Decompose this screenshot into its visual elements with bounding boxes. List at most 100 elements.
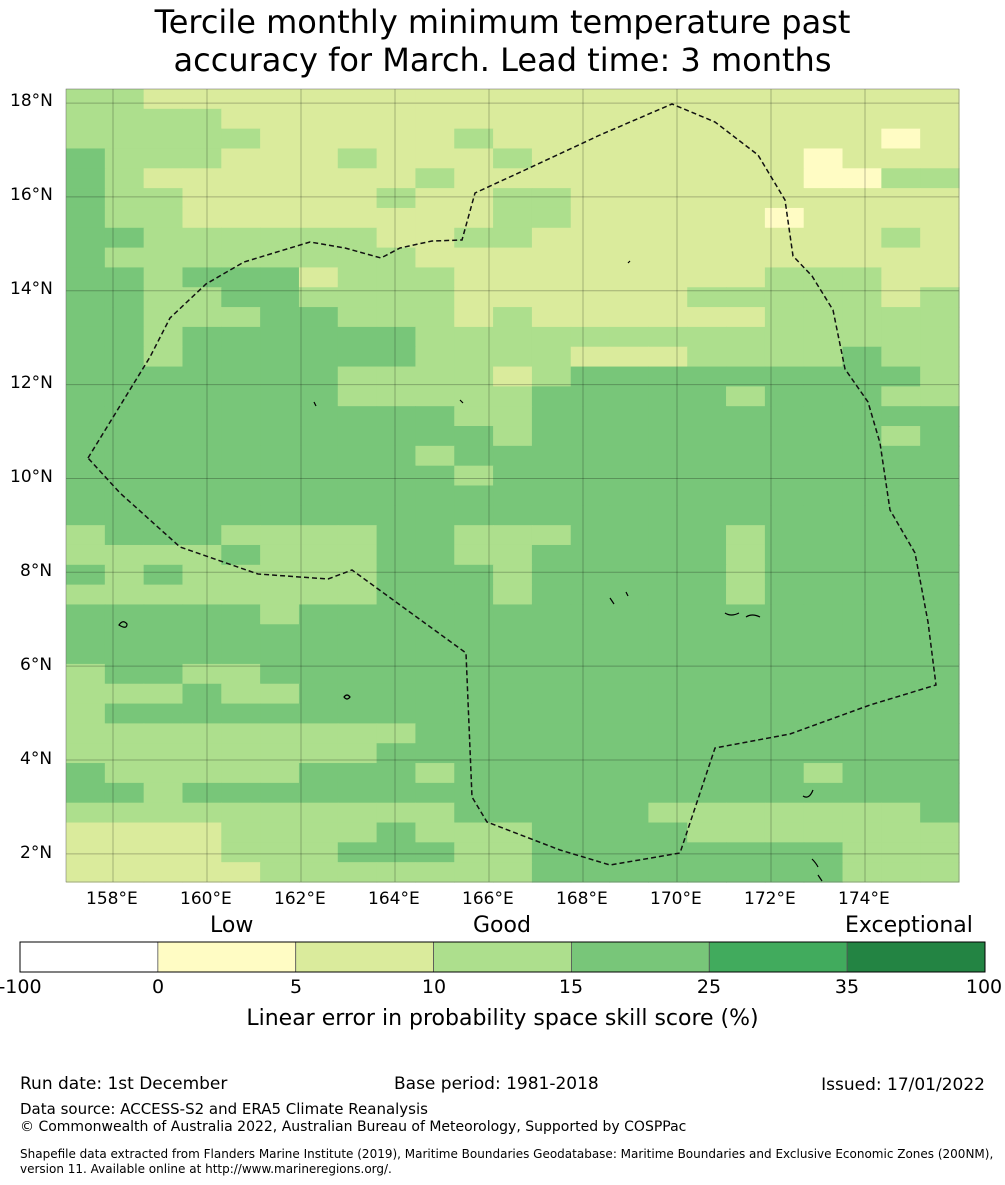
grid-cell <box>221 188 261 209</box>
grid-cell <box>337 307 378 328</box>
grid-cell <box>143 604 184 625</box>
grid-cell <box>803 287 844 308</box>
grid-cell <box>221 644 261 665</box>
grid-cell <box>104 287 145 308</box>
grid-cell <box>66 723 106 744</box>
grid-cell <box>648 148 688 169</box>
grid-cell <box>687 584 727 606</box>
grid-cell <box>687 663 727 685</box>
grid-cell <box>104 525 145 546</box>
grid-cell <box>764 267 805 288</box>
grid-cell <box>531 227 572 249</box>
grid-cell <box>764 148 805 169</box>
eez-boundary <box>87 103 937 866</box>
grid-cell <box>143 148 184 169</box>
grid-cell <box>531 743 572 764</box>
grid-cell <box>182 644 222 665</box>
grid-cell <box>881 584 921 606</box>
grid-cell <box>531 822 572 843</box>
grid-cell <box>376 485 417 506</box>
grid-cell <box>376 128 417 150</box>
grid-cell <box>493 346 533 368</box>
grid-cell <box>454 188 494 209</box>
grid-cell <box>104 782 145 804</box>
grid-cell <box>726 584 766 606</box>
grid-cell <box>726 346 766 368</box>
grid-cell <box>648 426 688 447</box>
grid-cell <box>415 822 455 843</box>
colorbar-word-exceptional: Exceptional <box>845 913 973 938</box>
grid-cell <box>376 188 417 209</box>
base-period: Base period: 1981-2018 <box>394 1074 599 1094</box>
grid-cell <box>531 505 572 526</box>
grid-cell <box>493 386 533 407</box>
grid-cell <box>104 644 145 665</box>
grid-cell <box>648 663 688 685</box>
grid-cell <box>842 505 882 526</box>
grid-cell <box>376 346 417 368</box>
grid-cell <box>493 287 533 308</box>
grid-cell <box>376 426 417 447</box>
grid-cell <box>221 465 261 487</box>
grid-cell <box>415 108 455 130</box>
grid-cell <box>570 326 611 348</box>
grid-cell <box>415 544 455 566</box>
grid-cell <box>298 128 339 150</box>
grid-cell <box>182 386 222 407</box>
grid-cell <box>881 663 921 685</box>
grid-cell <box>104 148 145 169</box>
grid-cell <box>842 644 882 665</box>
grid-cell <box>842 426 882 447</box>
grid-cell <box>726 644 766 665</box>
colorbar-segment <box>708 941 848 973</box>
grid-cell <box>726 782 766 804</box>
grid-cell <box>648 465 688 487</box>
grid-cell <box>221 485 261 506</box>
grid-cell <box>66 604 106 625</box>
grid-cell <box>881 207 921 229</box>
grid-cell <box>298 644 339 665</box>
grid-cell <box>221 703 261 724</box>
grid-cell <box>182 604 222 625</box>
grid-cell <box>570 445 611 467</box>
grid-cell <box>842 168 882 189</box>
grid-cell <box>764 802 805 824</box>
grid-cell <box>842 445 882 467</box>
grid-cell <box>415 644 455 665</box>
grid-cell <box>298 703 339 724</box>
grid-cell <box>726 267 766 288</box>
grid-cell <box>104 703 145 724</box>
grid-cell <box>260 782 300 804</box>
island-coastlines <box>118 260 823 882</box>
grid-cell <box>531 663 572 685</box>
grid-cell <box>182 247 222 269</box>
grid-cell <box>493 465 533 487</box>
grid-cell <box>726 326 766 348</box>
grid-cell <box>920 564 960 586</box>
grid-cell <box>454 485 494 506</box>
grid-cell <box>298 822 339 843</box>
colorbar-segment <box>295 941 434 973</box>
grid-cell <box>221 683 261 705</box>
grid-cell <box>66 406 106 427</box>
grid-cell <box>726 227 766 249</box>
grid-cell <box>920 743 960 764</box>
grid-cell <box>570 842 611 863</box>
colorbar-tick: 0 <box>151 976 165 998</box>
grid-cell <box>104 564 145 586</box>
grid-cell <box>726 89 766 110</box>
grid-cell <box>764 604 805 625</box>
grid-cell <box>881 148 921 169</box>
grid-cell <box>726 287 766 308</box>
grid-cell <box>454 346 494 368</box>
grid-cell <box>182 168 222 189</box>
grid-cell <box>298 386 339 407</box>
grid-cell <box>182 842 222 863</box>
grid-cell <box>260 485 300 506</box>
grid-cell <box>454 326 494 348</box>
grid-cell <box>531 525 572 546</box>
grid-cell <box>803 247 844 269</box>
map-gridlines <box>66 89 959 882</box>
grid-cell <box>920 366 960 387</box>
grid-cell <box>842 227 882 249</box>
